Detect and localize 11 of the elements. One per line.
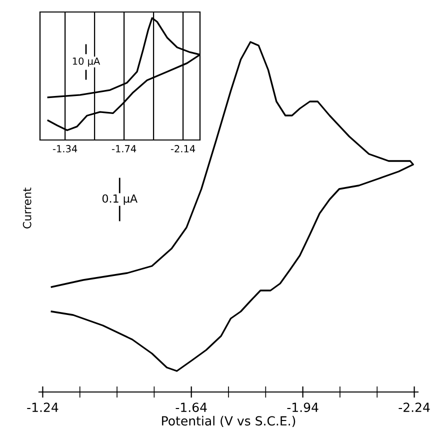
x-tick-label: -2.14 <box>170 145 196 152</box>
annotation: 0.1 μA <box>102 194 138 205</box>
x-tick-label: -1.24 <box>27 402 58 412</box>
y-axis-title: Current <box>22 188 32 228</box>
annotation: 10 μA <box>72 57 100 67</box>
x-tick-label: -2.24 <box>398 402 430 412</box>
x-tick-label: -1.94 <box>287 402 318 412</box>
x-tick-label: -1.74 <box>112 145 136 152</box>
x-tick-label: -1.34 <box>52 145 78 152</box>
x-tick-label: -1.64 <box>176 402 207 412</box>
x-axis-title: Potential (V vs S.C.E.) <box>162 416 296 428</box>
